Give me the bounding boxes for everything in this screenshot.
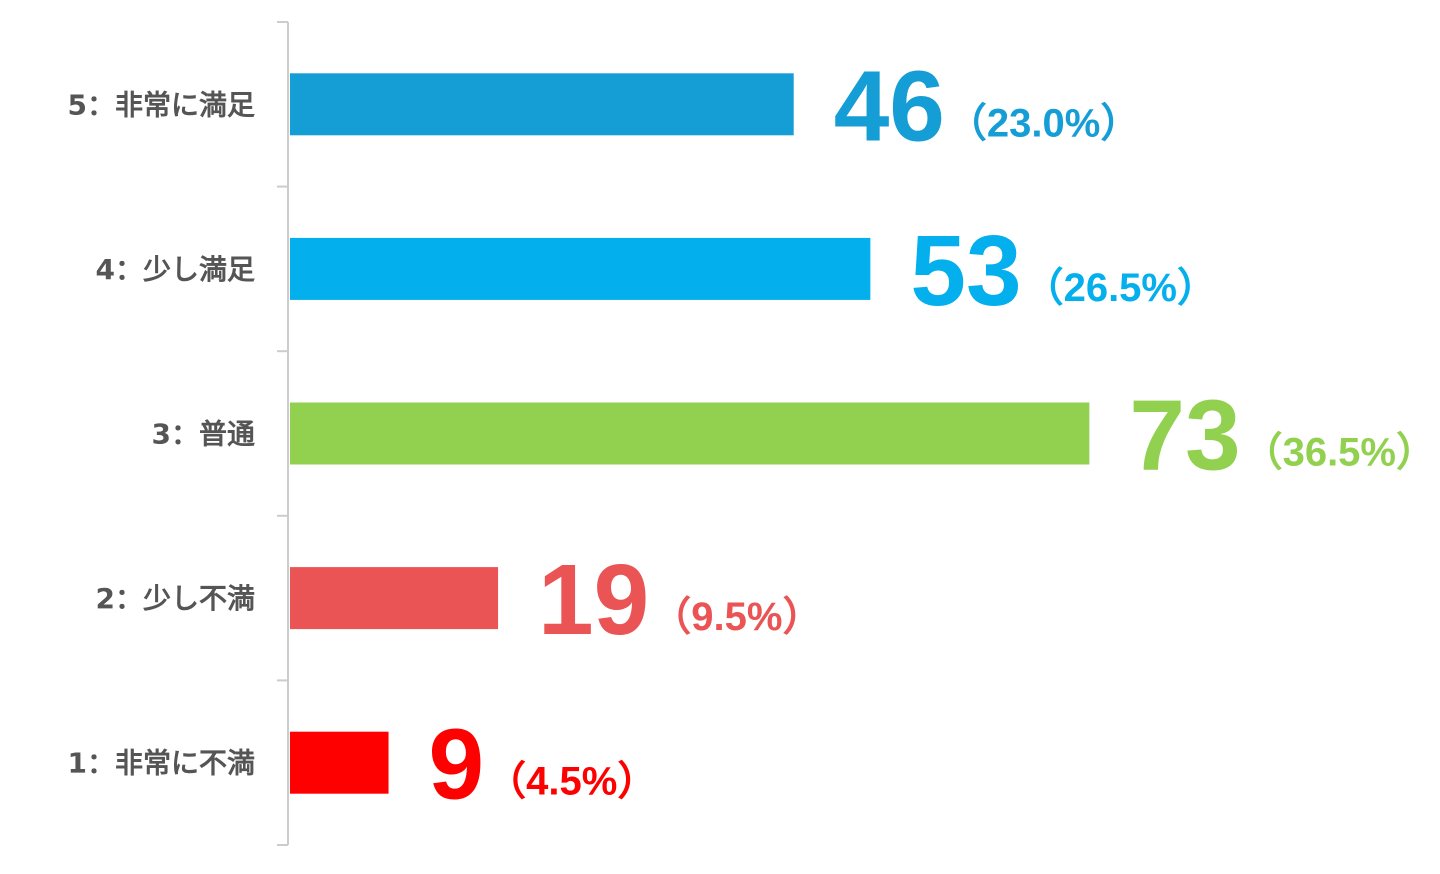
category-label: 5：非常に満足: [68, 88, 255, 121]
category-label: 4：少し満足: [96, 253, 255, 286]
percent-label: （26.5%）: [1024, 266, 1217, 310]
category-label: 3：普通: [152, 418, 255, 451]
value-label: 19: [538, 544, 649, 656]
percent-label: （36.5%）: [1243, 431, 1436, 475]
category-label: 1：非常に不満: [68, 747, 255, 780]
bar: [290, 402, 1090, 465]
category-label: 2：少し不満: [96, 582, 255, 615]
bar: [290, 237, 871, 300]
value-label: 46: [834, 50, 945, 162]
bar: [290, 731, 389, 794]
percent-label: （9.5%）: [651, 595, 822, 639]
value-label: 53: [910, 215, 1021, 327]
percent-label: （4.5%）: [486, 760, 657, 804]
percent-label: （23.0%）: [947, 101, 1140, 145]
bar: [290, 73, 794, 136]
value-label: 9: [429, 709, 485, 821]
bar: [290, 567, 499, 630]
value-label: 73: [1129, 380, 1240, 492]
